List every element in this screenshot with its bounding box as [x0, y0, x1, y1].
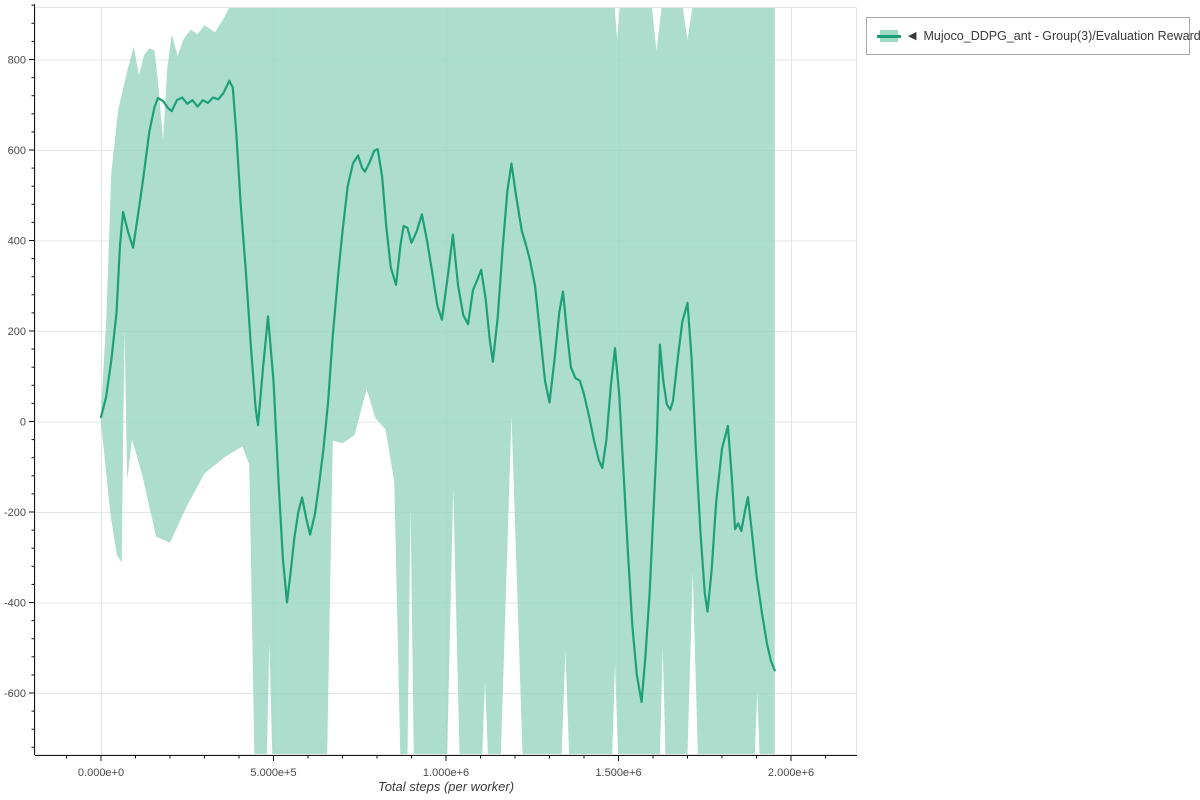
y-tick-label: -200: [4, 507, 26, 519]
plot-outline: [35, 7, 857, 755]
y-tick-label: -600: [4, 688, 26, 700]
legend-line-swatch: [877, 35, 901, 38]
x-axis: 0.000e+0 5.000e+5 1.000e+6 1.500e+6 2.000e+6: [35, 755, 857, 779]
y-axis: 800 600 400 200 0 -200 -400 -600: [4, 4, 35, 755]
reward-mean-line: [99, 79, 776, 704]
x-axis-title: Total steps (per worker): [378, 779, 514, 794]
x-tick-label: 2.000e+6: [768, 767, 814, 779]
legend-swatch: [877, 29, 901, 43]
y-tick-label: 400: [8, 236, 26, 248]
legend-marker-icon: ◀: [908, 29, 917, 42]
y-tick-label: 600: [8, 145, 26, 157]
y-tick-label: 0: [20, 417, 26, 429]
legend-entry-label: Mujoco_DDPG_ant - Group(3)/Evaluation Re…: [923, 28, 1200, 43]
reward-minmax-band: [101, 7, 775, 755]
x-tick-label: 1.500e+6: [595, 767, 641, 779]
x-tick-label: 1.000e+6: [423, 767, 469, 779]
y-tick-label: 800: [8, 55, 26, 67]
x-tick-label: 0.000e+0: [78, 767, 124, 779]
y-tick-label: -400: [4, 598, 26, 610]
legend-box[interactable]: ◀ Mujoco_DDPG_ant - Group(3)/Evaluation …: [866, 17, 1200, 55]
x-tick-label: 5.000e+5: [250, 767, 296, 779]
y-tick-label: 200: [8, 326, 26, 338]
